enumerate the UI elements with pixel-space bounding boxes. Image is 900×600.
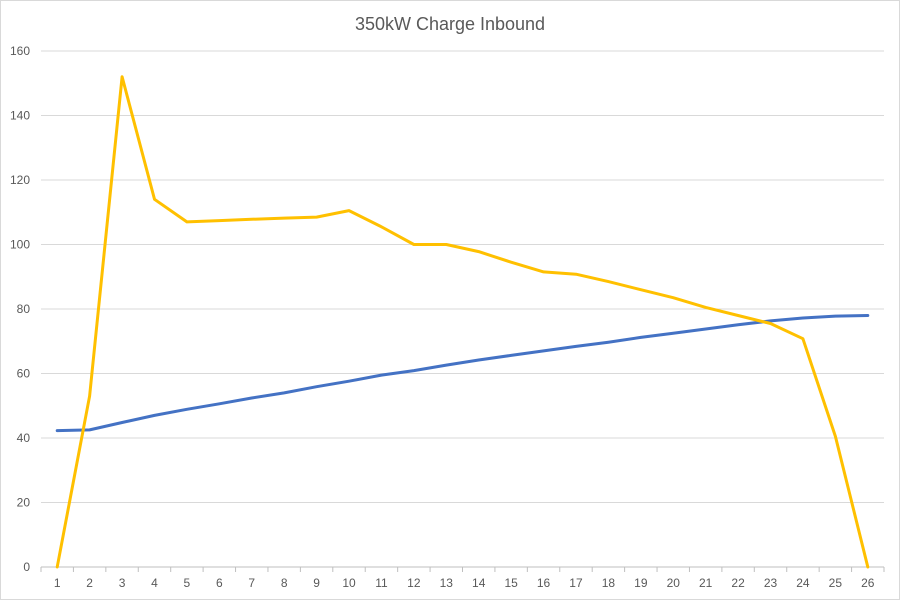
x-tick-label: 23 [764,576,778,590]
x-tick-labels: 1 2 3 4 5 6 7 8 9 10 11 12 13 14 15 16 17 18 19 20 21 22 23 24 2… [54,576,875,590]
x-tick-label: 10 [342,576,356,590]
gridlines [41,50,884,503]
x-tick-label: 21 [699,576,713,590]
x-tick-label: 7 [248,576,255,590]
y-tick-label: 20 [17,496,31,510]
x-tick-label: 9 [313,576,320,590]
y-tick-label: 120 [10,173,30,187]
x-tick-label: 8 [281,576,288,590]
x-tick-label: 16 [537,576,551,590]
x-tick-label: 15 [504,576,518,590]
x-tick-label: 1 [54,576,61,590]
y-tick-label: 140 [10,109,30,123]
y-tick-label: 80 [17,302,31,316]
x-tick-label: 18 [602,576,616,590]
x-tick-label: 22 [731,576,745,590]
series-line-1 [55,314,870,433]
y-tick-label: 100 [10,238,30,252]
x-tick-label: 26 [861,576,875,590]
y-tick-label: 160 [10,44,30,58]
axes [40,566,885,572]
y-tick-label: 60 [17,367,31,381]
x-tick-label: 11 [375,576,388,590]
x-tick-label: 2 [86,576,93,590]
x-tick-label: 12 [407,576,421,590]
y-tick-labels: 0 20 40 60 80 100 120 140 160 [10,44,30,574]
x-tick-label: 4 [151,576,158,590]
x-tick-label: 20 [667,576,681,590]
x-tick-label: 6 [216,576,223,590]
chart-title: 350kW Charge Inbound [355,14,545,34]
series-line-2 [55,75,870,569]
x-tick-label: 25 [829,576,843,590]
x-tick-label: 14 [472,576,486,590]
x-tick-label: 13 [440,576,454,590]
series [55,75,870,569]
x-tick-label: 19 [634,576,648,590]
x-tick-label: 24 [796,576,810,590]
x-tick-label: 17 [569,576,583,590]
y-tick-label: 40 [17,431,31,445]
y-tick-label: 0 [23,560,30,574]
x-tick-label: 5 [184,576,191,590]
x-tick-label: 3 [119,576,126,590]
